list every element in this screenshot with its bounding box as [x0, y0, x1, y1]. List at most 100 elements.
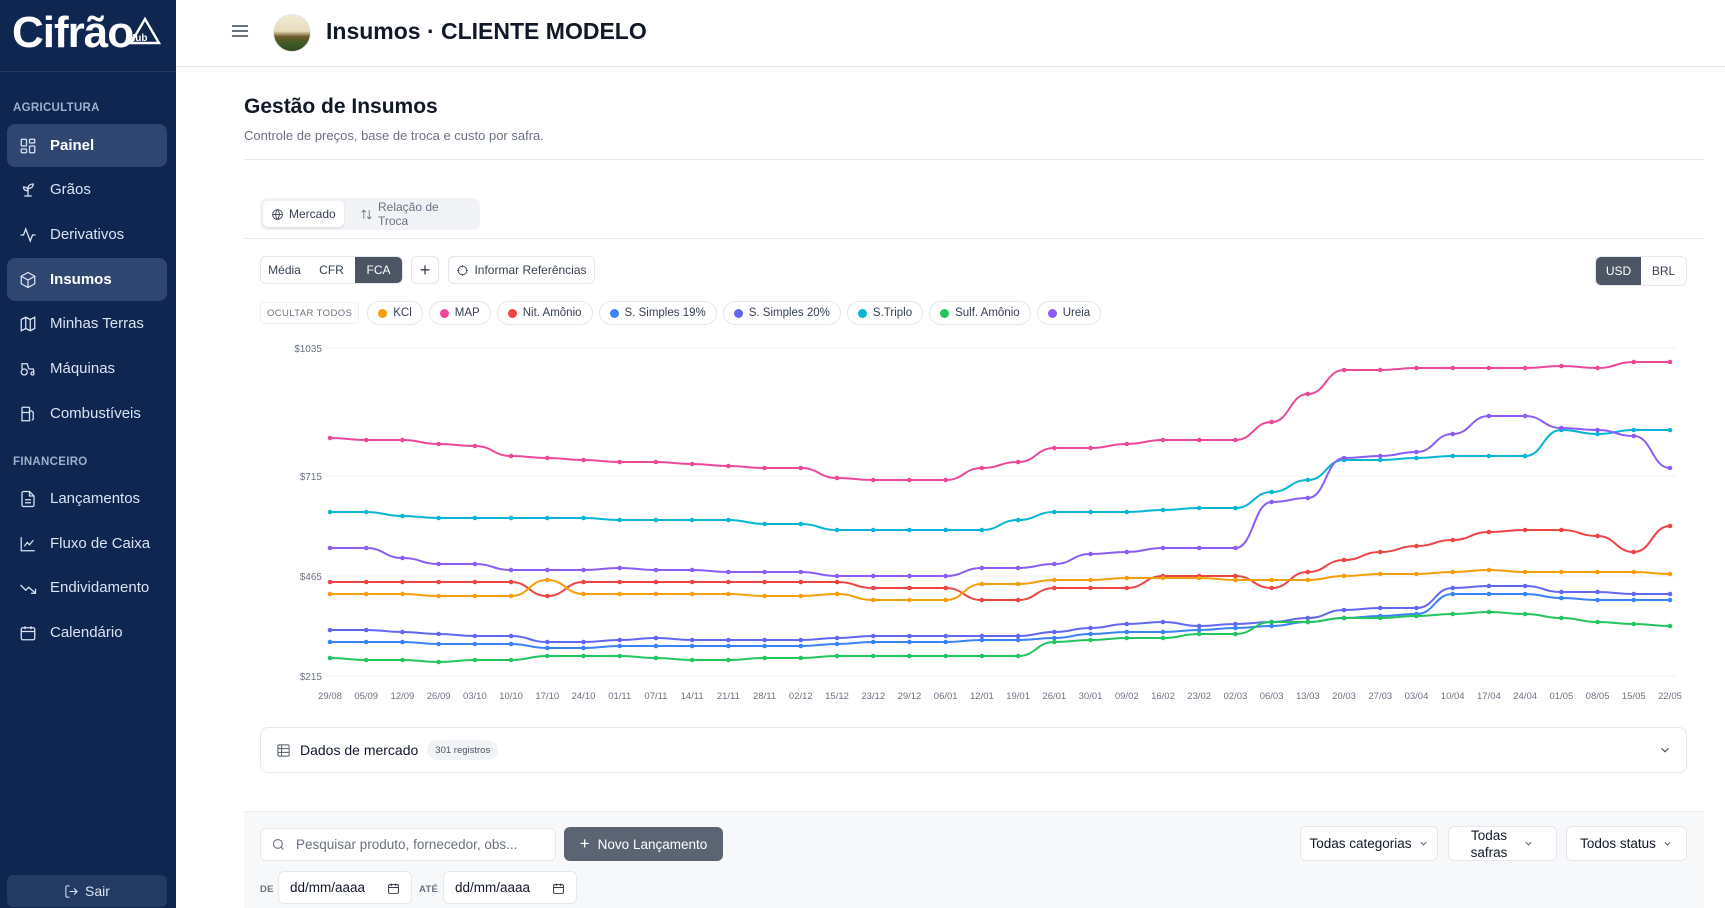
- data-point-nit-am-nio: [400, 579, 405, 585]
- data-point-kcl: [508, 593, 514, 599]
- data-point-s-simples-19: [1486, 591, 1492, 597]
- sidebar-item-painel[interactable]: Painel: [7, 124, 167, 167]
- market-data-accordion[interactable]: Dados de mercado 301 registros: [260, 727, 1687, 773]
- sidebar-item-insumos[interactable]: Insumos: [7, 258, 167, 301]
- sidebar-item-lancamentos[interactable]: Lançamentos: [7, 477, 167, 520]
- search-field[interactable]: [260, 828, 556, 861]
- chevron-down-icon[interactable]: [1658, 743, 1672, 757]
- legend-chip-ureia[interactable]: Ureia: [1036, 301, 1102, 325]
- sidebar-item-graos[interactable]: Grãos: [7, 168, 167, 211]
- data-point-s-simples-20: [436, 631, 441, 637]
- data-point-ureia: [1015, 565, 1021, 571]
- x-tick-label: 26/01: [1042, 691, 1066, 702]
- data-point-nit-am-nio: [1015, 597, 1021, 603]
- data-point-sulf-am-nio: [1052, 639, 1057, 645]
- legend-chip-s-simples-20[interactable]: S. Simples 20%: [722, 301, 841, 325]
- data-point-ureia: [870, 573, 876, 579]
- data-point-kcl: [617, 591, 623, 597]
- data-point-s-simples-19: [436, 641, 441, 647]
- data-point-ureia: [653, 567, 659, 573]
- basis-option-fca[interactable]: FCA: [355, 257, 402, 283]
- legend-chip-s-triplo[interactable]: S.Triplo: [846, 301, 924, 325]
- status-select[interactable]: Todos status: [1566, 826, 1687, 861]
- data-point-nit-am-nio: [979, 597, 985, 603]
- new-entry-button[interactable]: + Novo Lançamento: [564, 827, 723, 861]
- logout-button[interactable]: Sair: [7, 875, 167, 907]
- sidebar-item-fluxo-de-caixa[interactable]: Fluxo de Caixa: [7, 522, 167, 565]
- data-point-s-triplo: [653, 517, 659, 523]
- sidebar-item-endividamento[interactable]: Endividamento: [7, 566, 167, 609]
- date-to-input[interactable]: dd/mm/aaaa: [443, 871, 577, 904]
- data-point-s-simples-20: [617, 637, 623, 643]
- calendar-icon[interactable]: [387, 882, 400, 895]
- date-to-label: ATÉ: [419, 884, 439, 895]
- data-point-ureia: [544, 567, 550, 573]
- data-point-map: [870, 477, 876, 483]
- x-tick-label: 03/10: [463, 691, 487, 702]
- data-point-s-simples-20: [834, 635, 840, 641]
- data-point-kcl: [1052, 577, 1057, 583]
- globe-icon: [272, 208, 283, 220]
- series-line-s-simples-20: [329, 585, 1670, 643]
- basis-option-media[interactable]: Média: [268, 263, 301, 277]
- currency-option-brl[interactable]: BRL: [1651, 264, 1676, 278]
- add-basis-button[interactable]: +: [411, 256, 439, 284]
- data-point-nit-am-nio: [617, 579, 623, 585]
- sidebar-item-calendario[interactable]: Calendário: [7, 611, 167, 654]
- tractor-icon: [18, 359, 38, 379]
- data-point-s-simples-20: [544, 639, 550, 645]
- calendar-icon[interactable]: [552, 882, 565, 895]
- data-point-kcl: [726, 591, 731, 597]
- tab-relacao-de-troca[interactable]: Relação de Troca: [352, 200, 480, 228]
- data-point-sulf-am-nio: [979, 653, 985, 659]
- inform-references-label: Informar Referências: [474, 263, 587, 277]
- legend-label: S.Triplo: [872, 307, 913, 319]
- legend-chip-kcl[interactable]: KCl: [367, 301, 423, 325]
- legend-chip-nit-amonio[interactable]: Nit. Amônio: [496, 301, 593, 325]
- data-point-kcl: [834, 591, 840, 597]
- data-point-s-simples-19: [653, 643, 659, 649]
- data-point-kcl: [1233, 577, 1238, 583]
- sidebar-item-derivativos[interactable]: Derivativos: [7, 213, 167, 256]
- data-point-ureia: [508, 567, 514, 573]
- sidebar-item-label: Grãos: [50, 181, 91, 198]
- data-point-nit-am-nio: [834, 579, 840, 585]
- hide-all-series-button[interactable]: OCULTAR TODOS: [260, 302, 360, 324]
- currency-toggle: USD BRL: [1595, 256, 1687, 286]
- data-point-kcl: [870, 597, 876, 603]
- search-input[interactable]: [294, 836, 544, 853]
- legend-chip-s-simples-19[interactable]: S. Simples 19%: [598, 301, 717, 325]
- search-icon: [272, 838, 284, 850]
- data-point-nit-am-nio: [1450, 537, 1456, 543]
- data-point-kcl: [798, 593, 804, 599]
- legend-chip-map[interactable]: MAP: [428, 301, 491, 325]
- data-point-kcl: [689, 591, 695, 597]
- basis-option-cfr[interactable]: CFR: [319, 263, 344, 277]
- currency-option-usd[interactable]: USD: [1596, 257, 1641, 285]
- date-to-placeholder: dd/mm/aaaa: [455, 880, 531, 895]
- swap-vertical-icon: [361, 209, 372, 219]
- data-point-s-triplo: [1233, 505, 1238, 511]
- data-point-kcl: [943, 597, 948, 603]
- data-point-map: [834, 475, 840, 481]
- data-point-sulf-am-nio: [617, 653, 623, 659]
- category-select[interactable]: Todas categorias: [1300, 826, 1438, 861]
- data-point-map: [943, 477, 948, 483]
- sidebar-item-combustiveis[interactable]: Combustíveis: [7, 392, 167, 435]
- data-point-ureia: [1196, 545, 1202, 551]
- data-point-kcl: [1196, 575, 1202, 581]
- date-from-input[interactable]: dd/mm/aaaa: [278, 871, 412, 904]
- x-tick-label: 17/04: [1477, 691, 1501, 702]
- sidebar-item-minhas-terras[interactable]: Minhas Terras: [7, 302, 167, 345]
- legend-chip-sulf-amonio[interactable]: Sulf. Amônio: [929, 301, 1031, 325]
- data-point-s-simples-20: [1559, 589, 1564, 595]
- harvest-select[interactable]: Todas safras: [1448, 826, 1557, 861]
- tab-mercado[interactable]: Mercado: [263, 201, 344, 227]
- data-point-map: [1305, 391, 1311, 397]
- menu-icon[interactable]: [232, 25, 248, 37]
- sidebar-item-maquinas[interactable]: Máquinas: [7, 347, 167, 390]
- logout-icon: [65, 884, 78, 898]
- data-point-map: [1559, 363, 1564, 369]
- inform-references-button[interactable]: Informar Referências: [448, 256, 595, 284]
- brand-logo[interactable]: Cifrão Hub: [0, 0, 176, 72]
